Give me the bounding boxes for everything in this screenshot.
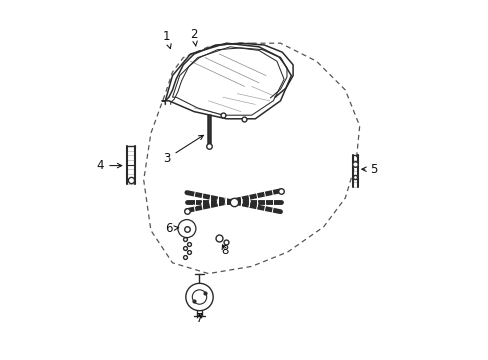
Text: 1: 1 <box>163 30 171 49</box>
Text: 5: 5 <box>361 163 377 176</box>
Text: 7: 7 <box>195 312 203 325</box>
Text: 2: 2 <box>190 28 198 46</box>
Text: 3: 3 <box>163 135 203 165</box>
Text: 6: 6 <box>165 222 178 235</box>
Text: 8: 8 <box>221 244 228 257</box>
Text: 4: 4 <box>97 159 122 172</box>
